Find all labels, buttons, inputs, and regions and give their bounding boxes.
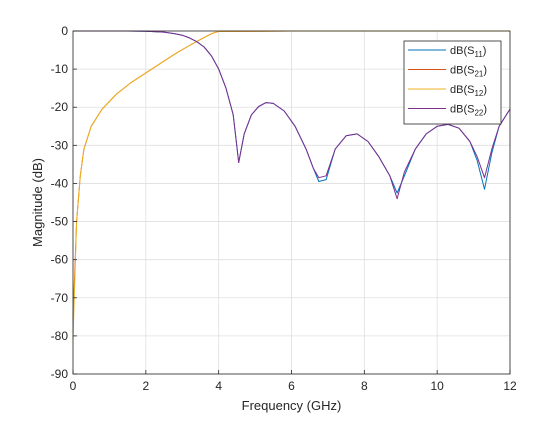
legend-text: dB(S (450, 65, 474, 77)
legend-subscript: 12 (474, 89, 483, 98)
legend-entry: dB(S22) (450, 104, 487, 118)
y-ticks: 0 -10 -20 -30 -40 -50 -60 -70 -80 -90 (51, 24, 77, 381)
y-tick-label: -40 (51, 176, 69, 190)
legend-box (403, 40, 502, 125)
series-line-4 (73, 30, 511, 200)
y-tick-label: -30 (51, 138, 69, 152)
legend-text: dB(S (450, 84, 474, 96)
x-tick-label: 12 (503, 379, 517, 393)
x-tick-label: 2 (142, 379, 149, 393)
x-axis-label: Frequency (GHz) (242, 398, 342, 413)
x-tick-label: 10 (430, 379, 444, 393)
y-tick-label: -50 (51, 215, 69, 229)
legend-text: dB(S (450, 45, 474, 57)
y-tick-label: -70 (51, 291, 69, 305)
legend-text: dB(S (450, 104, 474, 116)
legend-text: ) (483, 104, 487, 116)
y-tick-label: 0 (61, 24, 68, 38)
y-tick-label: -10 (51, 62, 69, 76)
y-tick-label: -80 (51, 329, 69, 343)
y-tick-label: -20 (51, 100, 69, 114)
legend-entry: dB(S11) (450, 45, 486, 59)
legend-text: ) (483, 45, 487, 57)
y-axis-label: Magnitude (dB) (30, 158, 45, 247)
x-tick-label: 8 (361, 379, 368, 393)
x-tick-label: 4 (215, 379, 222, 393)
y-tick-label: -60 (51, 253, 69, 267)
legend-subscript: 21 (474, 70, 483, 79)
x-tick-label: 0 (70, 379, 77, 393)
legend-subscript: 11 (474, 50, 483, 59)
legend: dB(S11)dB(S21)dB(S12)dB(S22) (403, 40, 502, 125)
legend-subscript: 22 (474, 109, 483, 118)
legend-entry: dB(S12) (450, 84, 487, 98)
legend-text: ) (483, 65, 487, 77)
y-tick-label: -90 (51, 367, 69, 381)
x-ticks: 0 2 4 6 8 10 12 (70, 370, 517, 393)
x-tick-label: 6 (288, 379, 295, 393)
legend-entry: dB(S21) (450, 65, 487, 79)
legend-text: ) (483, 84, 487, 96)
